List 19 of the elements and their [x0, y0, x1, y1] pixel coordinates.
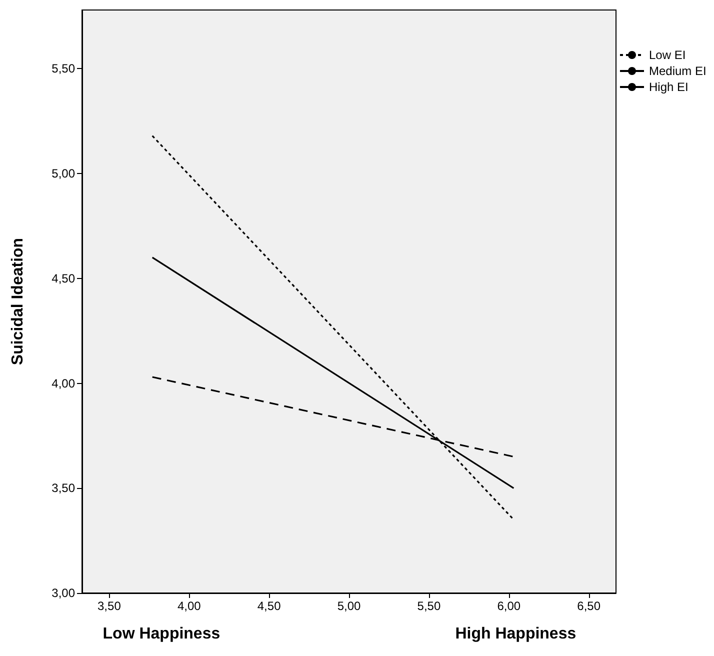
x-tick-label: 3,50	[98, 599, 122, 613]
y-tick-label: 3,00	[52, 586, 76, 600]
legend-label: Medium EI	[649, 64, 706, 78]
y-tick-label: 5,00	[52, 166, 76, 181]
text: Low Happiness	[102, 626, 220, 642]
y-axis-title: Suicidal Ideation	[10, 238, 26, 366]
x-tick-label: 5,50	[417, 599, 441, 613]
text: High Happiness	[455, 626, 576, 642]
y-tick-label: 4,50	[52, 271, 76, 286]
y-tick-label: 5,50	[52, 62, 76, 76]
y-tick-label: 4,00	[52, 376, 76, 390]
x-tick-label: 6,00	[497, 599, 521, 613]
x-tick-label: 5,00	[337, 599, 361, 613]
x-tick-label: 6,50	[577, 599, 601, 613]
legend-label: High EI	[649, 80, 688, 94]
x-tick-label: 4,50	[257, 599, 282, 613]
legend-label: Low EI	[649, 48, 686, 62]
x-tick-label: 4,00	[177, 599, 202, 613]
y-tick-label: 3,50	[52, 481, 76, 496]
